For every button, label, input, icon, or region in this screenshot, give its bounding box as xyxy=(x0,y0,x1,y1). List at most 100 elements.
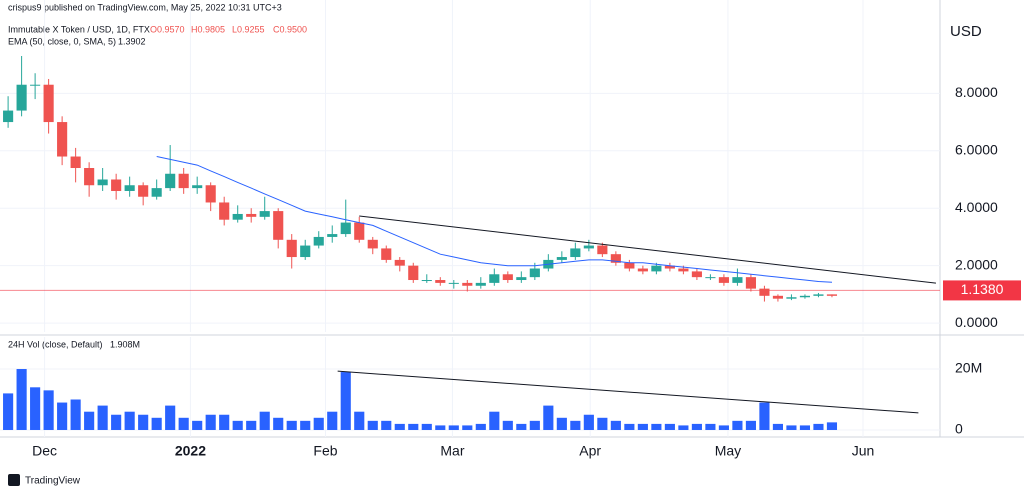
candle-body xyxy=(691,271,702,278)
candle-body xyxy=(651,265,662,272)
volume-bar xyxy=(624,423,635,430)
volume-bar xyxy=(151,417,162,430)
volume-bar xyxy=(489,411,500,430)
volume-bar xyxy=(381,420,392,430)
y-tick-label: 0.0000 xyxy=(955,314,998,330)
candle-body xyxy=(502,274,513,281)
candle-body xyxy=(705,277,716,279)
volume-bar xyxy=(138,414,149,430)
candle-body xyxy=(70,156,81,169)
candle-body xyxy=(826,294,838,296)
candle-body xyxy=(489,274,500,283)
price-label-box xyxy=(943,280,1021,301)
volume-bar xyxy=(678,425,689,430)
candle-body xyxy=(381,248,392,260)
volume-bar xyxy=(448,425,459,430)
volume-bar xyxy=(205,414,216,430)
candle-body xyxy=(610,254,621,263)
volume-bar xyxy=(570,420,581,430)
volume-bar xyxy=(3,393,14,430)
candle-body xyxy=(718,277,729,283)
currency: USD xyxy=(950,23,982,40)
volume-bar xyxy=(610,420,621,430)
candle-body xyxy=(16,84,27,111)
x-tick-label: Jun xyxy=(852,443,875,459)
candle-body xyxy=(232,213,243,220)
volume-bar xyxy=(772,423,783,430)
candle-body xyxy=(313,236,324,246)
volume-bar xyxy=(354,411,365,430)
y-tick-label: 4.0000 xyxy=(955,199,998,215)
candle-body xyxy=(84,168,95,186)
volume-bar xyxy=(651,423,662,430)
candle-body xyxy=(678,268,689,272)
candle-body xyxy=(745,277,756,289)
candle-body xyxy=(637,268,648,272)
volume-bar xyxy=(178,417,189,430)
volume-bar xyxy=(273,417,284,430)
volume-label: 24H Vol (close, Default) xyxy=(8,339,103,349)
candle-body xyxy=(192,185,203,189)
candle-body xyxy=(664,265,675,269)
volume-bar xyxy=(57,402,68,430)
candle-body xyxy=(570,248,581,258)
candle-body xyxy=(124,185,135,191)
candle-body xyxy=(408,265,419,281)
volume-bar xyxy=(192,420,203,430)
x-tick-label: May xyxy=(715,443,741,459)
ohlc-value: C0.9500 xyxy=(273,24,307,34)
candle-body xyxy=(529,268,540,278)
volume-bar xyxy=(246,420,257,430)
volume-bar xyxy=(799,425,811,430)
volume-bar xyxy=(786,425,797,430)
volume-bar xyxy=(637,423,648,430)
volume-bar xyxy=(111,414,122,430)
candle-body xyxy=(246,213,257,217)
y-tick-label: 6.0000 xyxy=(955,141,998,157)
ema-value: 1.3902 xyxy=(118,36,146,46)
volume-bar xyxy=(745,420,756,430)
volume-bar xyxy=(300,420,311,430)
volume-bar xyxy=(502,420,513,430)
candle-body xyxy=(259,211,270,217)
y-tick-label: 2.0000 xyxy=(955,256,998,272)
candle-body xyxy=(516,277,527,281)
candle-body xyxy=(799,295,811,298)
trendline xyxy=(337,370,919,414)
volume-bar xyxy=(394,423,405,430)
x-tick-label: Mar xyxy=(440,443,464,459)
brand: TradingView xyxy=(25,476,81,487)
volume-bar xyxy=(84,411,95,430)
volume-bar xyxy=(232,420,243,430)
volume-bar xyxy=(732,420,743,430)
candle-body xyxy=(151,188,162,197)
candle-body xyxy=(97,179,108,186)
volume-bar xyxy=(597,417,608,430)
volume-bar xyxy=(70,399,81,430)
candle-body xyxy=(3,110,14,123)
volume-bar xyxy=(664,423,675,430)
candle-body xyxy=(624,262,635,269)
candle-body xyxy=(462,282,473,286)
candle-body xyxy=(813,294,824,296)
volume-bar xyxy=(259,411,270,430)
volume-bar xyxy=(516,423,527,430)
volume-bar xyxy=(462,425,473,430)
volume-bar xyxy=(313,417,324,430)
candle-body xyxy=(111,179,122,191)
volume-bar xyxy=(421,423,432,430)
x-tick-label: 2022 xyxy=(175,443,206,459)
candle-body xyxy=(583,245,594,249)
x-tick-label: Dec xyxy=(32,443,57,459)
candle-body xyxy=(448,282,459,284)
candle-body xyxy=(772,295,783,299)
ohlc-value: L0.9255 xyxy=(232,24,265,34)
candle-body xyxy=(340,222,351,235)
candle-body xyxy=(30,84,41,86)
candle-body xyxy=(165,173,176,189)
candle-body xyxy=(57,122,68,157)
candle-body xyxy=(286,239,297,258)
volume-bar xyxy=(30,387,41,430)
volume-bar xyxy=(435,425,446,430)
